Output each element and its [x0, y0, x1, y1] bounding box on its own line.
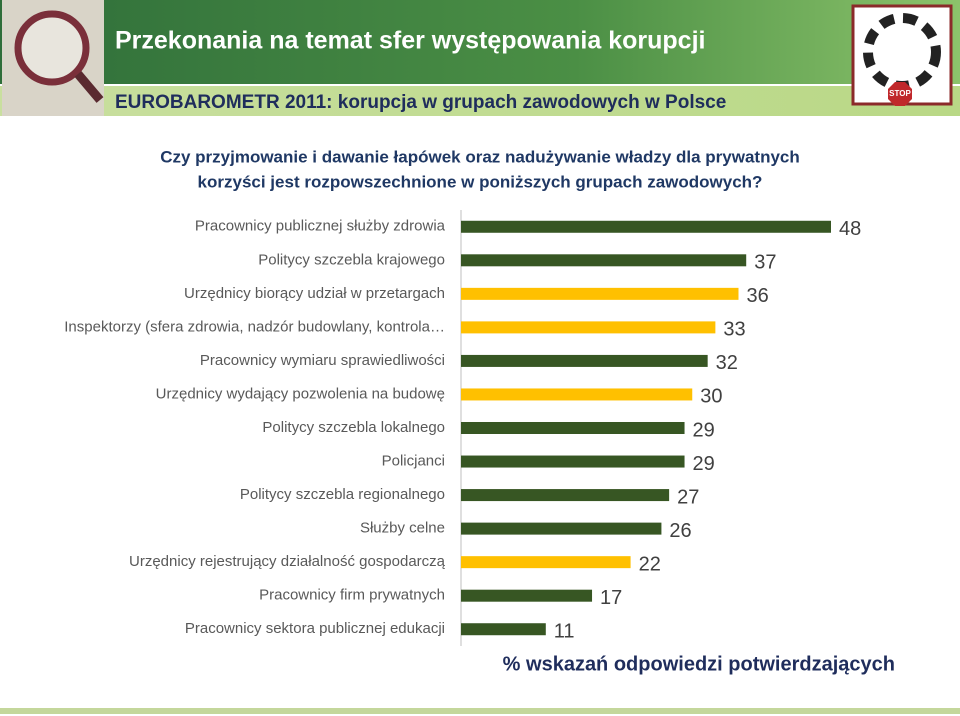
value-label: 17 — [600, 587, 622, 609]
slide-subtitle: EUROBAROMETR 2011: korupcja w grupach za… — [115, 92, 726, 113]
value-label: 29 — [693, 453, 715, 475]
category-label: Pracownicy publicznej służby zdrowia — [195, 218, 446, 235]
bar — [461, 623, 546, 636]
bar — [461, 522, 662, 535]
category-label: Politycy szczebla regionalnego — [240, 486, 445, 503]
category-label: Urzędnicy biorący udział w przetargach — [184, 285, 445, 302]
bar — [461, 220, 831, 233]
category-label: Służby celne — [360, 520, 445, 537]
category-label: Urzędnicy wydający pozwolenia na budowę — [156, 385, 445, 402]
value-label: 27 — [677, 486, 699, 508]
value-label: 22 — [639, 553, 661, 575]
value-label: 36 — [747, 285, 769, 307]
footer-band — [0, 708, 960, 714]
slide-title: Przekonania na temat sfer występowania k… — [115, 27, 705, 55]
logo: STOP — [851, 4, 953, 106]
bar — [461, 354, 708, 367]
category-label: Politycy szczebla lokalnego — [262, 419, 445, 436]
bar — [461, 254, 747, 267]
category-label: Inspektorzy (sfera zdrowia, nadzór budow… — [64, 318, 445, 335]
value-label: 48 — [839, 218, 861, 240]
bar — [461, 287, 739, 300]
category-label: Pracownicy sektora publicznej edukacji — [185, 620, 445, 637]
logo-text: STOP — [889, 89, 911, 98]
bar — [461, 388, 693, 401]
header-band — [0, 0, 960, 84]
bar — [461, 422, 685, 434]
subheader-band — [0, 86, 960, 116]
value-label: 11 — [554, 621, 575, 643]
bar — [461, 321, 716, 334]
chart-title: korzyści jest rozpowszechnione w poniższ… — [198, 172, 763, 191]
category-label: Politycy szczebla krajowego — [258, 251, 445, 268]
bar — [461, 589, 593, 602]
value-label: 32 — [716, 352, 738, 374]
value-label: 33 — [723, 319, 745, 341]
chart-title: Czy przyjmowanie i dawanie łapówek oraz … — [160, 147, 800, 166]
bar — [461, 489, 670, 502]
bar — [461, 556, 631, 569]
category-label: Pracownicy wymiaru sprawiedliwości — [200, 352, 445, 369]
x-axis-label: % wskazań odpowiedzi potwierdzających — [503, 653, 895, 675]
value-label: 29 — [693, 419, 715, 441]
magnifier-image — [2, 0, 104, 116]
value-label: 37 — [754, 252, 776, 274]
value-label: 30 — [700, 386, 722, 408]
category-label: Pracownicy firm prywatnych — [259, 587, 445, 604]
value-label: 26 — [669, 520, 691, 542]
category-label: Policjanci — [382, 453, 445, 470]
category-label: Urzędnicy rejestrujący działalność gospo… — [129, 553, 446, 570]
bar — [461, 455, 685, 468]
